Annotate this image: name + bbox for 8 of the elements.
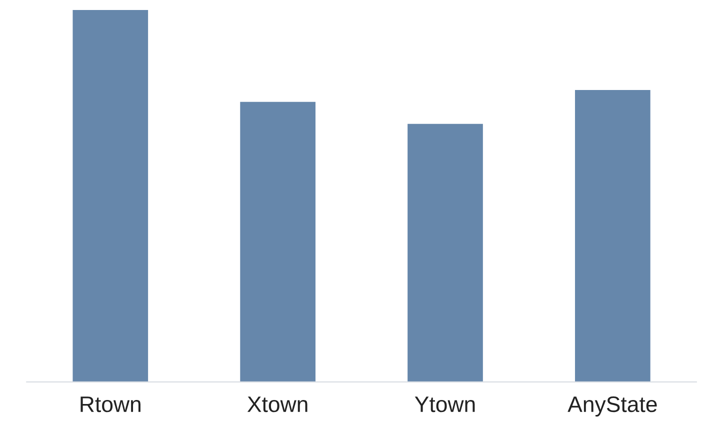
bar (408, 124, 483, 382)
bar (240, 102, 316, 382)
x-tick-label: Ytown (414, 396, 475, 412)
x-tick-label: Xtown (247, 396, 308, 412)
bar (575, 90, 650, 382)
x-tick-label: Rtown (80, 396, 140, 412)
bar (72, 10, 148, 382)
x-tick-label: AnyState (568, 396, 657, 417)
